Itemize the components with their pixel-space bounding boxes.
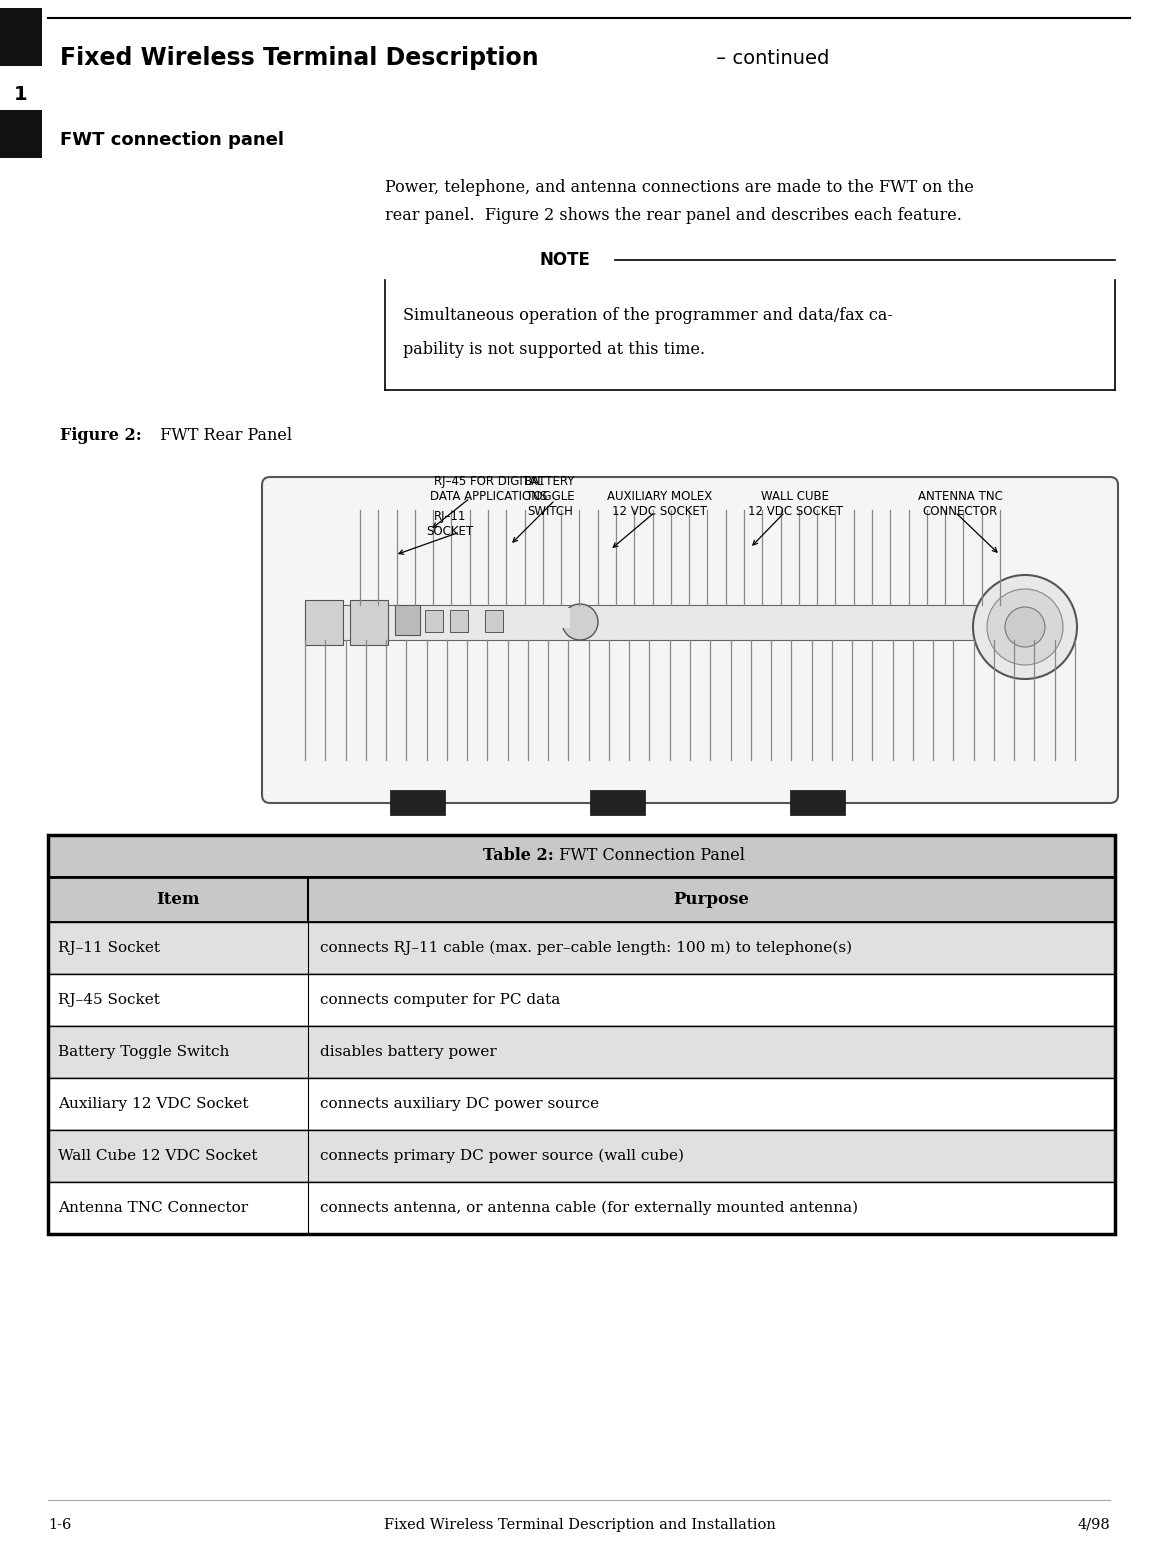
FancyBboxPatch shape bbox=[262, 477, 1118, 803]
Text: FWT connection panel: FWT connection panel bbox=[60, 131, 284, 148]
Text: connects computer for PC data: connects computer for PC data bbox=[321, 993, 561, 1007]
Circle shape bbox=[1005, 607, 1044, 647]
Circle shape bbox=[973, 575, 1077, 678]
Text: WALL CUBE
12 VDC SOCKET: WALL CUBE 12 VDC SOCKET bbox=[748, 490, 842, 518]
Text: 4/98: 4/98 bbox=[1078, 1519, 1110, 1533]
FancyBboxPatch shape bbox=[48, 1078, 1115, 1129]
Text: Item: Item bbox=[156, 891, 200, 908]
Text: rear panel.  Figure 2 shows the rear panel and describes each feature.: rear panel. Figure 2 shows the rear pane… bbox=[385, 207, 962, 224]
FancyBboxPatch shape bbox=[304, 606, 1000, 640]
Text: NOTE: NOTE bbox=[540, 250, 591, 269]
FancyBboxPatch shape bbox=[48, 922, 1115, 973]
Text: FWT Connection Panel: FWT Connection Panel bbox=[554, 848, 745, 865]
FancyBboxPatch shape bbox=[450, 610, 468, 632]
Text: connects RJ–11 cable (max. per–cable length: 100 m) to telephone(s): connects RJ–11 cable (max. per–cable len… bbox=[321, 941, 853, 955]
FancyBboxPatch shape bbox=[350, 599, 388, 644]
Text: Table 2:: Table 2: bbox=[483, 848, 554, 865]
FancyBboxPatch shape bbox=[48, 878, 1115, 922]
FancyBboxPatch shape bbox=[48, 973, 1115, 1026]
Circle shape bbox=[562, 604, 597, 640]
Text: – continued: – continued bbox=[710, 48, 830, 68]
FancyBboxPatch shape bbox=[304, 599, 344, 644]
Text: Purpose: Purpose bbox=[673, 891, 749, 908]
Text: ANTENNA TNC
CONNECTOR: ANTENNA TNC CONNECTOR bbox=[918, 490, 1002, 518]
FancyBboxPatch shape bbox=[0, 8, 43, 66]
Text: 1-6: 1-6 bbox=[48, 1519, 71, 1533]
Text: Fixed Wireless Terminal Description and Installation: Fixed Wireless Terminal Description and … bbox=[384, 1519, 776, 1533]
FancyBboxPatch shape bbox=[425, 610, 444, 632]
Text: Fixed Wireless Terminal Description: Fixed Wireless Terminal Description bbox=[60, 46, 539, 70]
Text: RJ–11
SOCKET: RJ–11 SOCKET bbox=[426, 510, 473, 538]
Text: Figure 2:: Figure 2: bbox=[60, 426, 141, 443]
Text: RJ–45 FOR DIGITAL
DATA APPLICATIONS: RJ–45 FOR DIGITAL DATA APPLICATIONS bbox=[430, 474, 547, 504]
Text: RJ–11 Socket: RJ–11 Socket bbox=[57, 941, 160, 955]
Text: pability is not supported at this time.: pability is not supported at this time. bbox=[403, 341, 705, 358]
FancyBboxPatch shape bbox=[48, 1026, 1115, 1078]
FancyBboxPatch shape bbox=[48, 1129, 1115, 1182]
FancyBboxPatch shape bbox=[0, 110, 43, 158]
FancyBboxPatch shape bbox=[395, 606, 421, 635]
FancyBboxPatch shape bbox=[48, 1182, 1115, 1234]
Text: Antenna TNC Connector: Antenna TNC Connector bbox=[57, 1200, 248, 1214]
FancyBboxPatch shape bbox=[589, 789, 645, 816]
FancyBboxPatch shape bbox=[510, 609, 570, 627]
Text: Auxiliary 12 VDC Socket: Auxiliary 12 VDC Socket bbox=[57, 1097, 248, 1111]
FancyBboxPatch shape bbox=[48, 834, 1115, 878]
Text: 1: 1 bbox=[14, 85, 28, 105]
FancyBboxPatch shape bbox=[791, 789, 845, 816]
FancyBboxPatch shape bbox=[390, 789, 445, 816]
Text: FWT Rear Panel: FWT Rear Panel bbox=[155, 426, 292, 443]
Text: Power, telephone, and antenna connections are made to the FWT on the: Power, telephone, and antenna connection… bbox=[385, 179, 974, 196]
Text: AUXILIARY MOLEX
12 VDC SOCKET: AUXILIARY MOLEX 12 VDC SOCKET bbox=[608, 490, 712, 518]
Text: Battery Toggle Switch: Battery Toggle Switch bbox=[57, 1044, 230, 1058]
Text: RJ–45 Socket: RJ–45 Socket bbox=[57, 993, 160, 1007]
Text: Simultaneous operation of the programmer and data/fax ca-: Simultaneous operation of the programmer… bbox=[403, 306, 893, 323]
Circle shape bbox=[987, 589, 1063, 664]
Text: disables battery power: disables battery power bbox=[321, 1044, 496, 1058]
Text: connects auxiliary DC power source: connects auxiliary DC power source bbox=[321, 1097, 599, 1111]
Text: Wall Cube 12 VDC Socket: Wall Cube 12 VDC Socket bbox=[57, 1149, 257, 1163]
FancyBboxPatch shape bbox=[485, 610, 503, 632]
Text: connects antenna, or antenna cable (for externally mounted antenna): connects antenna, or antenna cable (for … bbox=[321, 1200, 858, 1216]
Text: connects primary DC power source (wall cube): connects primary DC power source (wall c… bbox=[321, 1149, 684, 1163]
Text: BATTERY
TOGGLE
SWITCH: BATTERY TOGGLE SWITCH bbox=[524, 474, 576, 518]
